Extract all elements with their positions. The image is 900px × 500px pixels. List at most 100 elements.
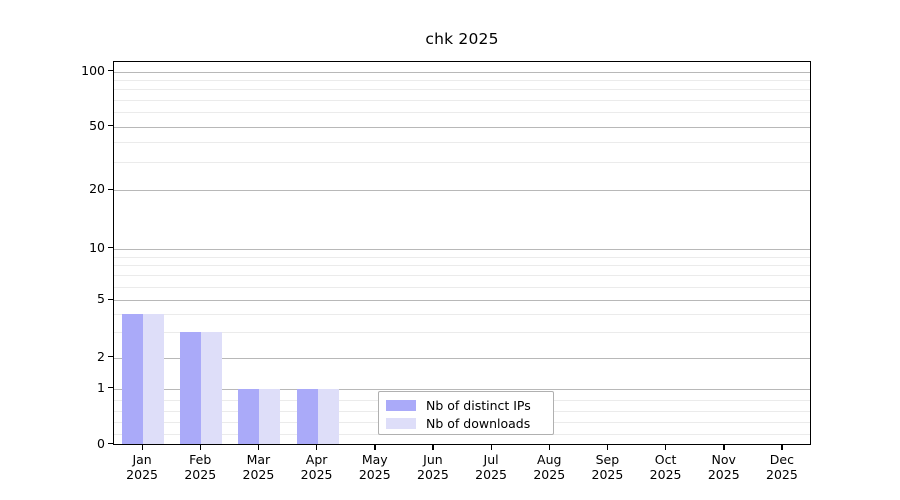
bar-downloads xyxy=(259,388,281,444)
x-tick-month: Mar xyxy=(246,452,271,467)
gridline-minor xyxy=(114,287,810,288)
x-tick-month: Nov xyxy=(711,452,736,467)
gridline-major xyxy=(114,190,810,191)
gridline-major xyxy=(114,72,810,73)
x-tick-month: Apr xyxy=(305,452,328,467)
chart-legend: Nb of distinct IPs Nb of downloads xyxy=(378,391,554,435)
bar-distinct-ips xyxy=(180,332,202,444)
x-tick-year: 2025 xyxy=(126,467,158,482)
x-axis-tick-mark xyxy=(781,445,783,450)
x-axis-tick-label: May 2025 xyxy=(359,452,391,482)
y-axis-tick-mark xyxy=(108,443,113,445)
x-tick-month: Dec xyxy=(769,452,794,467)
y-axis-tick-label: 2 xyxy=(97,348,105,364)
gridline-minor xyxy=(114,162,810,163)
x-axis-tick-mark xyxy=(665,445,667,450)
x-axis-tick-mark xyxy=(199,445,202,450)
x-axis-tick-label: Mar 2025 xyxy=(243,452,275,482)
x-tick-year: 2025 xyxy=(766,467,798,482)
x-tick-month: Aug xyxy=(537,452,562,467)
x-tick-month: Sep xyxy=(595,452,620,467)
x-axis-tick-label: Sep 2025 xyxy=(592,452,624,482)
x-tick-year: 2025 xyxy=(533,467,566,482)
legend-item: Nb of distinct IPs xyxy=(386,397,546,413)
gridline-minor xyxy=(114,265,810,266)
legend-item: Nb of downloads xyxy=(386,415,546,431)
y-axis-tick-label: 100 xyxy=(81,62,105,78)
x-tick-month: Jun xyxy=(423,452,443,467)
gridline-major xyxy=(114,300,810,301)
gridline-minor xyxy=(114,332,810,333)
x-axis-tick-label: Feb 2025 xyxy=(184,452,216,482)
gridline-major xyxy=(114,249,810,250)
x-axis-tick-mark xyxy=(432,445,434,450)
gridline-minor xyxy=(114,314,810,315)
x-tick-year: 2025 xyxy=(300,467,333,482)
x-axis-tick-label: Jan 2025 xyxy=(126,452,158,482)
x-tick-month: Jan xyxy=(132,452,152,467)
legend-label: Nb of distinct IPs xyxy=(426,397,531,413)
y-axis-tick-mark xyxy=(108,188,113,190)
gridline-minor xyxy=(114,80,810,81)
y-axis-tick-mark xyxy=(108,387,113,389)
y-axis-tick-label: 5 xyxy=(97,291,105,307)
x-tick-month: May xyxy=(361,452,388,467)
gridline-major xyxy=(114,127,810,128)
x-axis-tick-label: Oct 2025 xyxy=(650,452,682,482)
bar-downloads xyxy=(143,314,165,444)
y-axis-tick-label: 0 xyxy=(97,435,105,451)
legend-swatch xyxy=(386,417,416,429)
gridline-major xyxy=(114,389,810,390)
bar-downloads xyxy=(201,332,223,444)
plot-area xyxy=(113,61,811,445)
x-tick-month: Jul xyxy=(483,452,499,467)
x-tick-year: 2025 xyxy=(358,467,391,482)
y-axis-tick-mark xyxy=(108,70,113,72)
bar-downloads xyxy=(317,388,339,444)
x-tick-year: 2025 xyxy=(475,467,507,482)
gridline-minor xyxy=(114,89,810,90)
x-axis-tick-mark xyxy=(723,445,725,450)
x-tick-year: 2025 xyxy=(417,467,449,482)
gridline-minor xyxy=(114,257,810,258)
x-axis-tick-mark xyxy=(490,445,492,450)
legend-swatch xyxy=(386,399,416,411)
legend-label: Nb of downloads xyxy=(426,415,531,431)
x-axis-tick-mark xyxy=(606,445,609,450)
y-axis-tick-mark xyxy=(108,247,113,249)
x-axis-tick-label: Apr 2025 xyxy=(301,452,333,482)
x-axis-tick-label: Nov 2025 xyxy=(708,452,740,482)
gridline-minor xyxy=(114,142,810,143)
x-axis-tick-label: Jun 2025 xyxy=(417,452,449,482)
x-tick-year: 2025 xyxy=(591,467,624,482)
x-axis-tick-mark xyxy=(141,445,143,450)
x-axis-tick-mark xyxy=(316,445,318,450)
x-tick-year: 2025 xyxy=(184,467,217,482)
y-axis-tick-mark xyxy=(108,298,113,301)
x-axis-tick-label: Dec 2025 xyxy=(766,452,798,482)
x-tick-month: Feb xyxy=(189,452,212,467)
x-tick-month: Oct xyxy=(654,452,677,467)
chart-title: chk 2025 xyxy=(425,30,499,48)
y-axis-tick-label: 50 xyxy=(89,117,105,133)
gridline-major xyxy=(114,358,810,359)
x-tick-year: 2025 xyxy=(649,467,682,482)
x-axis-tick-label: Jul 2025 xyxy=(475,452,507,482)
x-axis-tick-mark xyxy=(257,445,260,450)
y-axis-tick-mark xyxy=(108,356,113,358)
x-axis-tick-mark xyxy=(548,445,551,450)
bar-distinct-ips xyxy=(122,314,144,444)
x-axis-tick-label: Aug 2025 xyxy=(533,452,565,482)
y-axis-tick-label: 20 xyxy=(89,181,105,196)
y-axis-tick-mark xyxy=(108,125,113,127)
x-axis-tick-mark xyxy=(374,445,376,450)
y-axis-tick-label: 1 xyxy=(97,379,105,395)
bar-distinct-ips xyxy=(238,388,260,444)
gridline-minor xyxy=(114,275,810,276)
x-tick-year: 2025 xyxy=(707,467,740,482)
gridline-minor xyxy=(114,100,810,101)
x-tick-year: 2025 xyxy=(242,467,275,482)
y-axis-tick-label: 10 xyxy=(89,239,105,255)
gridline-minor xyxy=(114,112,810,113)
